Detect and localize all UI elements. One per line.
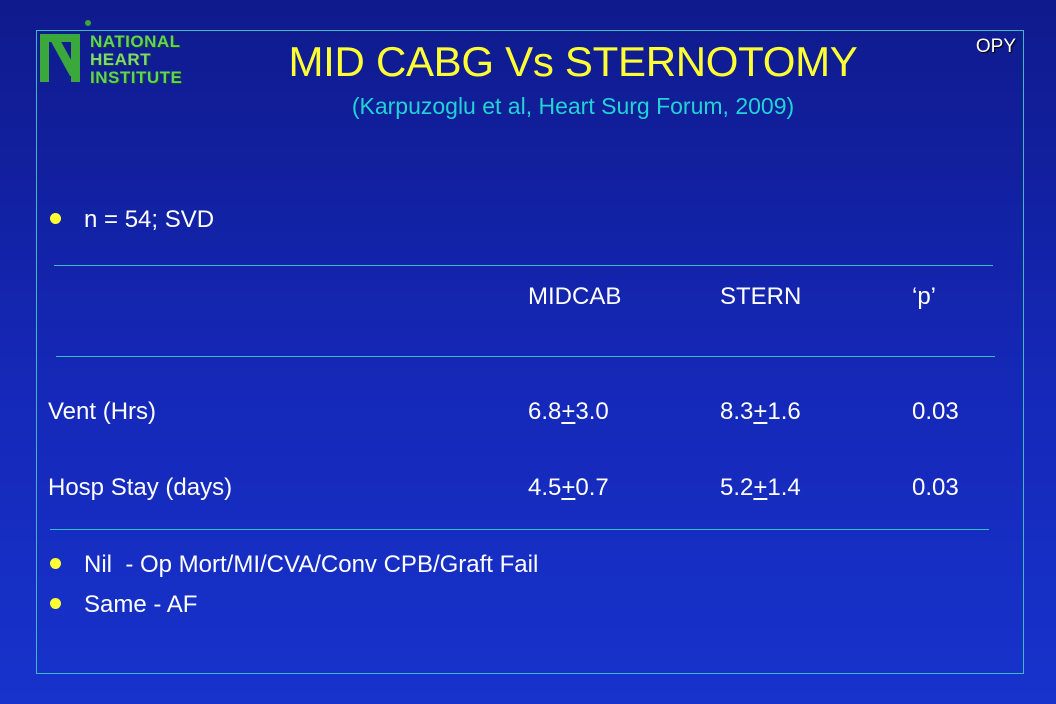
bullet-dot-icon <box>50 558 61 570</box>
column-header-midcab: MIDCAB <box>528 283 622 310</box>
bullet-dot-icon <box>50 598 61 610</box>
row-label-hosp-stay: Hosp Stay (days) <box>48 474 233 501</box>
bullet-nil-text: Nil - Op Mort/MI/CVA/Conv CPB/Graft Fail <box>84 551 539 578</box>
bullet-same-text: Same - AF <box>84 591 198 618</box>
logo-line-2: HEART <box>90 50 152 69</box>
logo-n-icon <box>40 20 91 82</box>
cell-hosp-p: 0.03 <box>912 474 959 501</box>
cell-vent-stern: 8.3+1.6 <box>720 398 801 425</box>
intro-bullet-text: n = 54; SVD <box>84 206 215 233</box>
slide-title: MID CABG Vs STERNOTOMY <box>288 38 858 85</box>
logo-line-3: INSTITUTE <box>90 68 183 87</box>
cell-hosp-midcab: 4.5+0.7 <box>528 474 609 501</box>
slide-subtitle: (Karpuzoglu et al, Heart Surg Forum, 200… <box>351 93 795 119</box>
cell-vent-p: 0.03 <box>912 398 959 425</box>
bullet-same: Same - AF <box>50 591 197 619</box>
header-rule <box>56 356 995 357</box>
national-heart-institute-logo: NATIONAL HEART INSTITUTE <box>40 20 190 87</box>
column-header-stern: STERN <box>720 283 802 310</box>
column-header-p: ‘p’ <box>912 283 937 310</box>
table-bottom-rule <box>50 529 989 530</box>
slide-frame <box>36 30 1024 674</box>
cell-vent-midcab: 6.8+3.0 <box>528 398 609 425</box>
bullet-dot-icon <box>50 213 61 225</box>
logo-line-1: NATIONAL <box>90 32 181 51</box>
bullet-nil: Nil - Op Mort/MI/CVA/Conv CPB/Graft Fail <box>50 551 538 579</box>
corner-tag: OPY <box>975 36 1016 57</box>
intro-bullet: n = 54; SVD <box>50 206 214 234</box>
row-label-vent: Vent (Hrs) <box>48 398 157 425</box>
cell-hosp-stern: 5.2+1.4 <box>720 474 801 501</box>
table-top-rule <box>54 265 993 266</box>
